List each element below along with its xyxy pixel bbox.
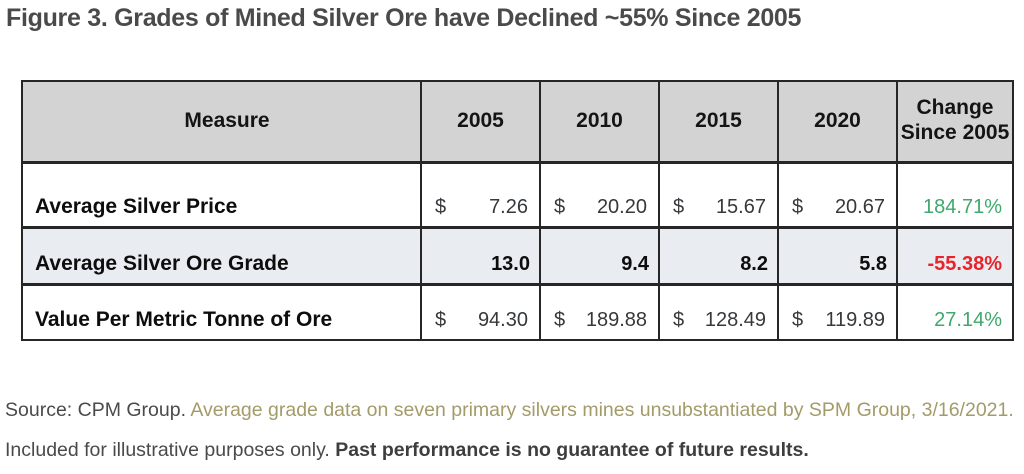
price-2005-amount: 7.26 <box>489 195 528 218</box>
row-label-average-silver-price: Average Silver Price <box>21 160 422 228</box>
table-row-value-per-metric-tonne: Value Per Metric Tonne of Ore $ 94.30 $ … <box>21 282 1014 341</box>
grade-2005-cell: 13.0 <box>420 225 541 285</box>
silver-ore-grades-table: Measure 2005 2010 2015 2020 Change Since… <box>21 80 1014 341</box>
header-change-since-2005: Change Since 2005 <box>896 80 1014 163</box>
row-label-value-per-metric-tonne: Value Per Metric Tonne of Ore <box>21 282 422 341</box>
table-row-average-silver-ore-grade: Average Silver Ore Grade 13.0 9.4 8.2 5.… <box>21 225 1014 285</box>
currency-symbol: $ <box>435 195 447 218</box>
table-row-average-silver-price: Average Silver Price $ 7.26 $ 20.20 $ <box>21 160 1014 228</box>
figure-title: Figure 3. Grades of Mined Silver Ore hav… <box>6 4 802 32</box>
source-highlight-text: Average grade data on seven primary silv… <box>190 399 1014 421</box>
value-2020-cell: $ 119.89 <box>777 282 898 341</box>
price-2015-amount: 15.67 <box>715 195 766 218</box>
grade-2015-cell: 8.2 <box>658 225 779 285</box>
price-2020-amount: 20.67 <box>834 195 885 218</box>
source-attribution-text: Source: CPM Group. <box>5 399 191 421</box>
currency-symbol: $ <box>673 195 685 218</box>
currency-symbol: $ <box>792 195 804 218</box>
value-2020-amount: 119.89 <box>825 309 885 331</box>
value-2010-cell: $ 189.88 <box>539 282 660 341</box>
header-change-line1: Change <box>916 96 994 120</box>
grade-2020-cell: 5.8 <box>777 225 898 285</box>
value-change-since-2005: 27.14% <box>896 282 1014 341</box>
price-2010-cell: $ 20.20 <box>539 160 660 228</box>
price-2015-cell: $ 15.67 <box>658 160 779 228</box>
grade-2010-cell: 9.4 <box>539 225 660 285</box>
header-change-line2: Since 2005 <box>900 121 1010 145</box>
source-note: Source: CPM Group. Average grade data on… <box>5 390 1019 470</box>
currency-symbol: $ <box>554 195 566 218</box>
source-illustrative-text: Included for illustrative purposes only. <box>5 439 336 461</box>
currency-symbol: $ <box>435 309 447 331</box>
value-2005-amount: 94.30 <box>477 309 528 331</box>
currency-symbol: $ <box>792 309 804 331</box>
price-2020-cell: $ 20.67 <box>777 160 898 228</box>
currency-symbol: $ <box>673 309 685 331</box>
disclaimer-text: Past performance is no guarantee of futu… <box>335 439 809 461</box>
value-2015-cell: $ 128.49 <box>658 282 779 341</box>
value-2005-cell: $ 94.30 <box>420 282 541 341</box>
currency-symbol: $ <box>554 309 566 331</box>
grade-change-since-2005: -55.38% <box>896 225 1014 285</box>
price-2005-cell: $ 7.26 <box>420 160 541 228</box>
price-2010-amount: 20.20 <box>596 195 647 218</box>
price-change-since-2005: 184.71% <box>896 160 1014 228</box>
table-header-row: Measure 2005 2010 2015 2020 Change Since… <box>21 80 1014 163</box>
header-2015: 2015 <box>658 80 779 163</box>
header-2010: 2010 <box>539 80 660 163</box>
header-2020: 2020 <box>777 80 898 163</box>
value-2015-amount: 128.49 <box>704 309 766 331</box>
header-2005: 2005 <box>420 80 541 163</box>
header-measure: Measure <box>21 80 422 163</box>
value-2010-amount: 189.88 <box>585 309 647 331</box>
row-label-average-silver-ore-grade: Average Silver Ore Grade <box>21 225 422 285</box>
